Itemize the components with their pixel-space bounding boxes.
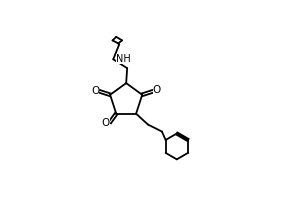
Text: O: O	[153, 85, 161, 95]
Text: O: O	[101, 118, 110, 128]
Text: O: O	[91, 86, 100, 96]
Text: NH: NH	[116, 54, 130, 64]
